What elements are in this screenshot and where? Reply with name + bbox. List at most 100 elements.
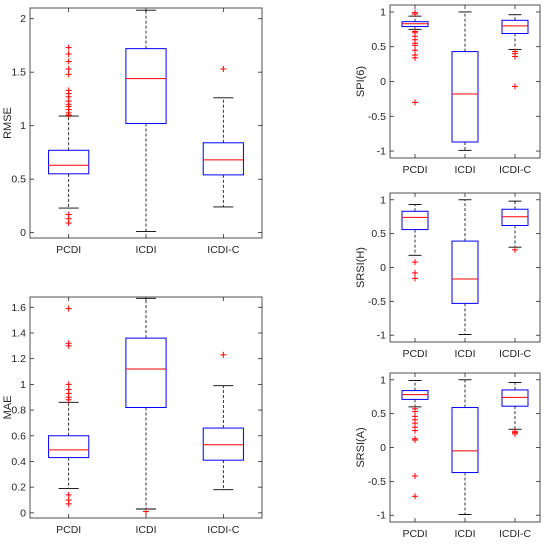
box-icdi (451, 379, 479, 515)
y-tick-label: 2 (20, 13, 26, 25)
box-icdi (125, 297, 167, 515)
y-tick-label: 0.2 (11, 482, 26, 494)
iqr-box (501, 19, 529, 35)
y-axis-label: SRSI(A) (355, 427, 367, 467)
outlier-marker (65, 497, 72, 504)
outlier-marker (65, 51, 72, 57)
chart-panel-2: -1 -0.5 0 0.5 1 PCDI ICDI ICDI-C SPI(6) (355, 4, 541, 176)
box-icdi-c (202, 351, 244, 491)
outlier-marker (65, 65, 72, 72)
axes-frame (389, 4, 541, 159)
iqr-box (451, 240, 479, 304)
y-axis-label: SPI(6) (355, 66, 367, 97)
y-tick-label: -0.5 (368, 476, 386, 488)
x-tick-label: ICDI (455, 348, 476, 360)
outlier-marker (220, 65, 227, 72)
outlier-marker (412, 435, 418, 442)
outlier-marker (412, 405, 418, 412)
outlier-marker (65, 87, 72, 94)
outlier-marker (412, 99, 418, 106)
iqr-box (125, 48, 167, 125)
box-icdi-c (501, 382, 529, 437)
outlier-marker (65, 211, 72, 218)
x-tick-label: ICDI (455, 164, 476, 176)
y-tick-label: 0 (20, 227, 26, 239)
outlier-marker (65, 44, 72, 51)
outlier-marker (65, 386, 72, 393)
box-icdi-c (501, 14, 529, 90)
outlier-marker (512, 48, 518, 55)
y-tick-label: 0 (380, 76, 386, 88)
box-pcdi (401, 380, 429, 500)
x-tick-label: ICDI-C (499, 528, 531, 540)
y-tick-label: 1 (380, 6, 386, 18)
y-tick-label: 1 (20, 120, 26, 132)
y-tick-label: 0 (380, 262, 386, 274)
y-tick-label: 0.5 (371, 228, 386, 240)
iqr-box (501, 208, 529, 227)
outlier-marker (412, 9, 418, 16)
iqr-box (451, 51, 479, 143)
y-tick-label: -1 (377, 146, 386, 158)
chart-panel-3: -1 -0.5 0 0.5 1 PCDI ICDI ICDI-C SRSI(H) (355, 192, 541, 360)
y-tick-label: 1 (380, 194, 386, 206)
x-tick-label: PCDI (402, 348, 427, 360)
y-axis-label: RMSE (2, 107, 14, 139)
iqr-box (202, 427, 244, 461)
outlier-marker (65, 305, 72, 312)
box-icdi (125, 9, 167, 233)
box-icdi (451, 11, 479, 151)
x-tick-label: PCDI (402, 528, 427, 540)
y-tick-label: -1 (377, 510, 386, 522)
x-tick-label: ICDI-C (207, 244, 239, 256)
outlier-marker (65, 58, 72, 65)
y-tick-label: 0.6 (11, 430, 26, 442)
chart-panel-1: 0 0.2 0.4 0.6 0.8 1 1.2 1.4 1.6 PCDI ICDI ICDI-C MAE (2, 296, 263, 536)
chart-panel-0: 0 0.5 1 1.5 2 PCDI ICDI ICDI-C RMSE (2, 7, 263, 256)
chart-panel-4: -1 -0.5 0 0.5 1 PCDI ICDI ICDI-C SRSI(A) (355, 372, 541, 540)
y-tick-label: 0.5 (371, 41, 386, 53)
y-tick-label: 0.8 (11, 405, 26, 417)
y-tick-label: 1.2 (11, 353, 26, 365)
outlier-marker (512, 246, 518, 253)
outlier-marker (65, 71, 72, 78)
y-tick-label: 0.5 (371, 408, 386, 420)
y-tick-label: 1.6 (11, 302, 26, 314)
y-axis-label: SRSI(H) (355, 247, 367, 288)
outlier-marker (412, 28, 418, 35)
outlier-marker (412, 275, 418, 282)
box-pcdi (401, 9, 429, 106)
y-tick-label: 0.4 (11, 456, 26, 468)
outlier-marker (412, 259, 418, 266)
y-tick-label: 0 (20, 507, 26, 519)
iqr-box (48, 149, 90, 175)
outlier-marker (65, 491, 72, 498)
box-pcdi (48, 305, 90, 507)
box-pcdi (48, 44, 90, 227)
iqr-box (401, 210, 429, 231)
outlier-marker (412, 269, 418, 276)
outlier-marker (65, 340, 72, 347)
x-tick-label: ICDI (455, 528, 476, 540)
outlier-marker (412, 472, 418, 479)
box-icdi-c (501, 200, 529, 253)
iqr-box (48, 435, 90, 459)
outlier-marker (512, 83, 518, 90)
outlier-marker (65, 381, 72, 388)
outlier-marker (220, 351, 227, 358)
iqr-box (125, 337, 167, 408)
y-tick-label: 1 (20, 379, 26, 391)
x-tick-label: PCDI (56, 524, 81, 536)
outlier-marker (412, 493, 418, 500)
iqr-box (202, 142, 244, 176)
iqr-box (451, 407, 479, 474)
y-tick-label: -1 (377, 330, 386, 342)
box-icdi-c (202, 65, 244, 208)
x-tick-label: ICDI (136, 524, 157, 536)
iqr-box (501, 389, 529, 407)
y-tick-label: 1.4 (11, 327, 26, 339)
x-tick-label: ICDI-C (499, 348, 531, 360)
y-tick-label: 1.5 (11, 67, 26, 79)
y-tick-label: 0.5 (11, 174, 26, 186)
x-tick-label: ICDI-C (499, 164, 531, 176)
